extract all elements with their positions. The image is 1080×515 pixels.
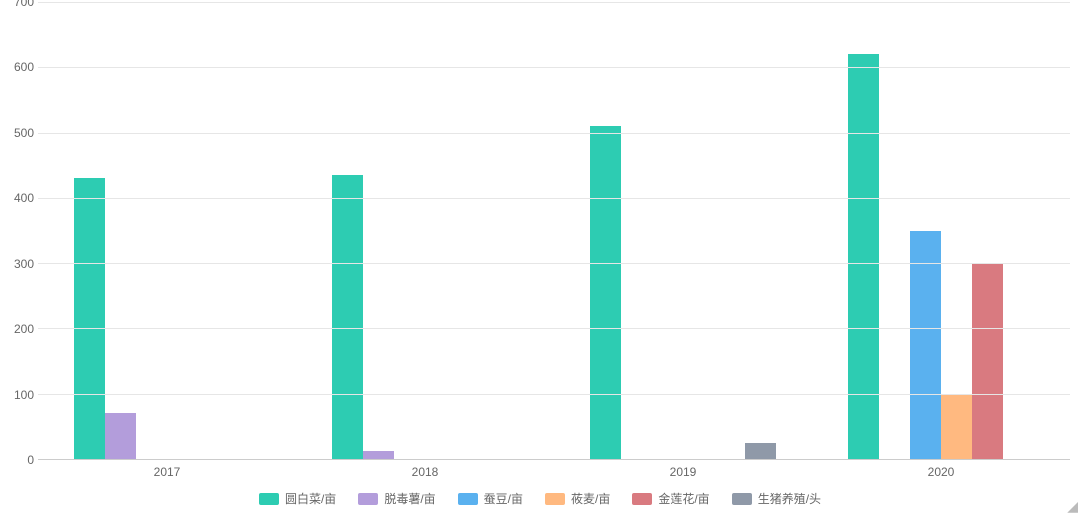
y-tick-label: 500 bbox=[0, 126, 34, 140]
legend-item[interactable]: 圆白菜/亩 bbox=[259, 490, 336, 507]
y-tick-label: 0 bbox=[0, 453, 34, 467]
bar[interactable] bbox=[74, 178, 105, 459]
y-tick-label: 400 bbox=[0, 191, 34, 205]
legend-swatch bbox=[259, 493, 279, 505]
y-tick-label: 200 bbox=[0, 322, 34, 336]
bar[interactable] bbox=[910, 231, 941, 460]
gridline bbox=[38, 394, 1070, 395]
bars-layer bbox=[38, 2, 1070, 459]
legend-label: 金莲花/亩 bbox=[658, 490, 709, 507]
gridline bbox=[38, 328, 1070, 329]
gridline bbox=[38, 2, 1070, 3]
legend-item[interactable]: 金莲花/亩 bbox=[632, 490, 709, 507]
resize-handle-icon[interactable]: ◢ bbox=[1067, 499, 1078, 513]
gridline bbox=[38, 67, 1070, 68]
bar[interactable] bbox=[332, 175, 363, 459]
y-tick-label: 600 bbox=[0, 60, 34, 74]
x-tick-label: 2017 bbox=[154, 465, 181, 479]
legend-swatch bbox=[545, 493, 565, 505]
bar[interactable] bbox=[590, 126, 621, 459]
legend-label: 莜麦/亩 bbox=[571, 490, 610, 507]
legend-label: 圆白菜/亩 bbox=[285, 490, 336, 507]
gridline bbox=[38, 198, 1070, 199]
y-tick-label: 700 bbox=[0, 0, 34, 9]
legend-label: 生猪养殖/头 bbox=[758, 490, 821, 507]
bar[interactable] bbox=[105, 413, 136, 459]
bar[interactable] bbox=[363, 451, 394, 459]
y-tick-label: 100 bbox=[0, 388, 34, 402]
legend: 圆白菜/亩 脱毒薯/亩 蚕豆/亩 莜麦/亩 金莲花/亩 生猪养殖/头 bbox=[0, 490, 1080, 507]
legend-swatch bbox=[632, 493, 652, 505]
x-tick-label: 2018 bbox=[412, 465, 439, 479]
legend-item[interactable]: 莜麦/亩 bbox=[545, 490, 610, 507]
gridline bbox=[38, 459, 1070, 460]
legend-swatch bbox=[732, 493, 752, 505]
plot-area: 2017201820192020 bbox=[38, 2, 1070, 460]
bar[interactable] bbox=[745, 443, 776, 459]
y-tick-label: 300 bbox=[0, 257, 34, 271]
gridline bbox=[38, 263, 1070, 264]
legend-swatch bbox=[458, 493, 478, 505]
bar[interactable] bbox=[972, 263, 1003, 459]
legend-swatch bbox=[358, 493, 378, 505]
x-tick-label: 2020 bbox=[928, 465, 955, 479]
legend-item[interactable]: 生猪养殖/头 bbox=[732, 490, 821, 507]
gridline bbox=[38, 133, 1070, 134]
legend-label: 蚕豆/亩 bbox=[484, 490, 523, 507]
bar[interactable] bbox=[941, 394, 972, 459]
legend-item[interactable]: 脱毒薯/亩 bbox=[358, 490, 435, 507]
legend-label: 脱毒薯/亩 bbox=[384, 490, 435, 507]
bar[interactable] bbox=[848, 54, 879, 459]
x-tick-label: 2019 bbox=[670, 465, 697, 479]
legend-item[interactable]: 蚕豆/亩 bbox=[458, 490, 523, 507]
chart-container: 2017201820192020 圆白菜/亩脱毒薯/亩蚕豆/亩莜麦/亩金莲花/亩… bbox=[0, 0, 1080, 515]
